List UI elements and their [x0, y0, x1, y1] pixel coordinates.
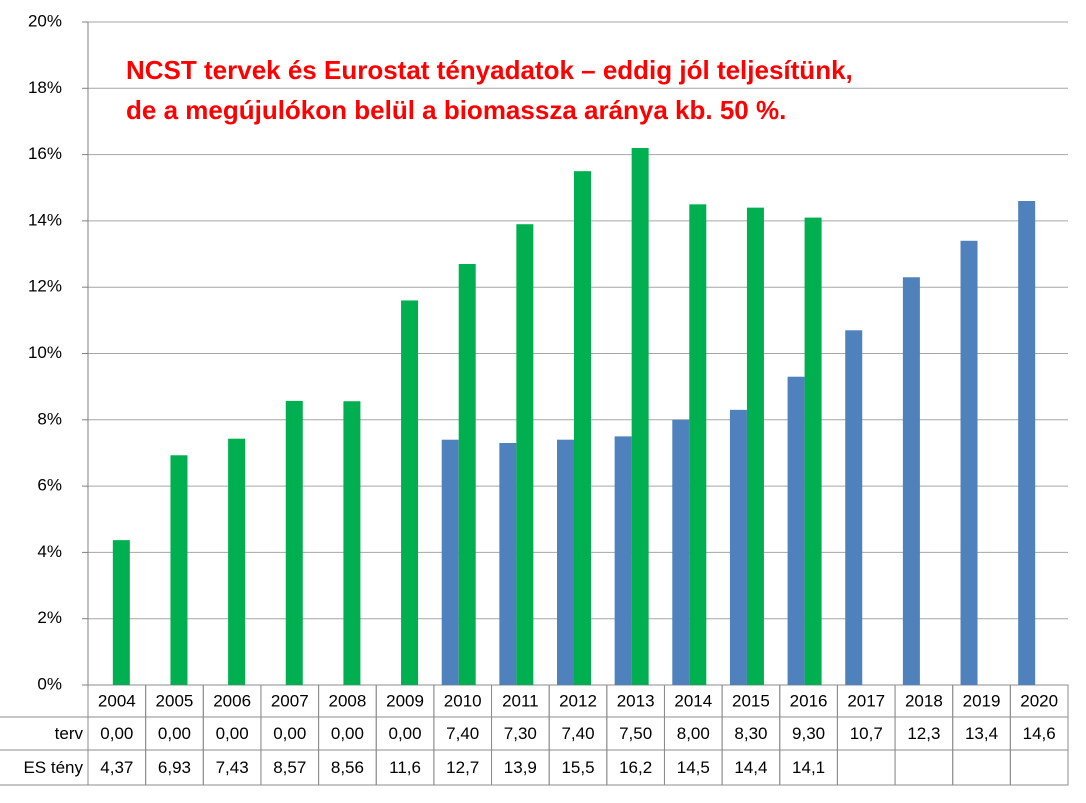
- table-cell: [0, 749, 89, 786]
- data-label: 12,3: [907, 724, 940, 743]
- x-tick-label: 2020: [1020, 691, 1058, 710]
- data-label: 0,00: [389, 724, 422, 743]
- y-tick-label: 12%: [28, 277, 62, 296]
- y-tick-label: 0%: [37, 674, 62, 693]
- data-label: 0,00: [273, 724, 306, 743]
- bar: [746, 207, 764, 685]
- bar: [401, 300, 419, 685]
- data-label: 14,4: [734, 758, 767, 777]
- bar: [170, 455, 188, 685]
- x-tick-label: 2006: [213, 691, 251, 710]
- data-label: 13,4: [965, 724, 998, 743]
- data-label: 7,43: [216, 758, 249, 777]
- table-cell: [836, 749, 896, 786]
- data-label: 8,56: [331, 758, 364, 777]
- bar: [672, 419, 690, 685]
- bar: [729, 409, 747, 685]
- data-label: 7,40: [561, 724, 594, 743]
- x-tick-label: 2005: [156, 691, 194, 710]
- bar: [902, 277, 920, 685]
- data-label: 4,37: [100, 758, 133, 777]
- data-label: 11,6: [389, 758, 421, 777]
- bar: [458, 263, 476, 685]
- chart-title: de a megújulókon belül a biomassza arány…: [126, 95, 786, 125]
- bar: [441, 439, 459, 685]
- x-tick-label: 2016: [790, 691, 828, 710]
- data-label: 8,00: [677, 724, 710, 743]
- data-label: 7,30: [504, 724, 537, 743]
- data-label: 7,40: [446, 724, 479, 743]
- table-cell: [952, 749, 1011, 786]
- y-tick-label: 2%: [37, 608, 62, 627]
- data-label: 14,5: [677, 758, 710, 777]
- bar: [787, 376, 805, 685]
- y-tick-label: 18%: [28, 78, 62, 97]
- x-tick-label: 2011: [502, 691, 539, 710]
- bar: [343, 401, 361, 685]
- table-cell: [1009, 749, 1069, 786]
- y-tick-label: 10%: [28, 343, 62, 362]
- bar: [804, 217, 822, 685]
- y-tick-label: 6%: [37, 476, 62, 495]
- x-tick-label: 2013: [617, 691, 655, 710]
- table-cell: [894, 749, 954, 786]
- bar: [614, 436, 632, 685]
- x-tick-label: 2018: [905, 691, 943, 710]
- x-tick-label: 2009: [386, 691, 424, 710]
- data-label: 8,57: [273, 758, 306, 777]
- x-tick-label: 2012: [559, 691, 597, 710]
- x-tick-label: 2019: [963, 691, 1001, 710]
- data-label: 6,93: [158, 758, 191, 777]
- y-tick-label: 8%: [37, 409, 62, 428]
- data-label: 7,50: [619, 724, 652, 743]
- bar: [689, 204, 707, 685]
- chart-title: NCST tervek és Eurostat tényadatok – edd…: [126, 55, 853, 85]
- legend-label: terv: [55, 724, 84, 743]
- bar: [228, 438, 246, 685]
- x-tick-label: 2015: [732, 691, 770, 710]
- bar: [960, 240, 978, 686]
- y-tick-label: 16%: [28, 144, 62, 163]
- bar: [631, 147, 649, 686]
- data-label: 0,00: [331, 724, 364, 743]
- data-label: 10,7: [850, 724, 883, 743]
- bar: [112, 540, 130, 685]
- data-label: 0,00: [216, 724, 249, 743]
- bar: [516, 224, 534, 685]
- bar: [285, 400, 303, 685]
- x-tick-label: 2007: [271, 691, 309, 710]
- x-tick-label: 2010: [444, 691, 482, 710]
- x-tick-label: 2004: [98, 691, 136, 710]
- bar: [574, 171, 591, 686]
- y-tick-label: 4%: [37, 542, 62, 561]
- data-label: 8,30: [734, 724, 767, 743]
- bar: [499, 443, 517, 685]
- data-label: 14,6: [1023, 724, 1056, 743]
- data-label: 14,1: [792, 758, 825, 777]
- x-tick-label: 2008: [328, 691, 366, 710]
- data-label: 13,9: [504, 758, 537, 777]
- data-label: 15,5: [561, 758, 594, 777]
- data-label: 16,2: [619, 758, 652, 777]
- bar: [1018, 201, 1036, 685]
- data-label: 0,00: [158, 724, 191, 743]
- x-tick-label: 2014: [674, 691, 712, 710]
- bar: [845, 330, 863, 685]
- bar: [557, 439, 574, 685]
- y-tick-label: 20%: [28, 11, 62, 30]
- data-label: 0,00: [100, 724, 133, 743]
- y-tick-label: 14%: [28, 210, 62, 229]
- x-tick-label: 2017: [847, 691, 885, 710]
- data-label: 9,30: [792, 724, 825, 743]
- data-label: 12,7: [446, 758, 479, 777]
- legend-label: ES tény: [23, 758, 83, 777]
